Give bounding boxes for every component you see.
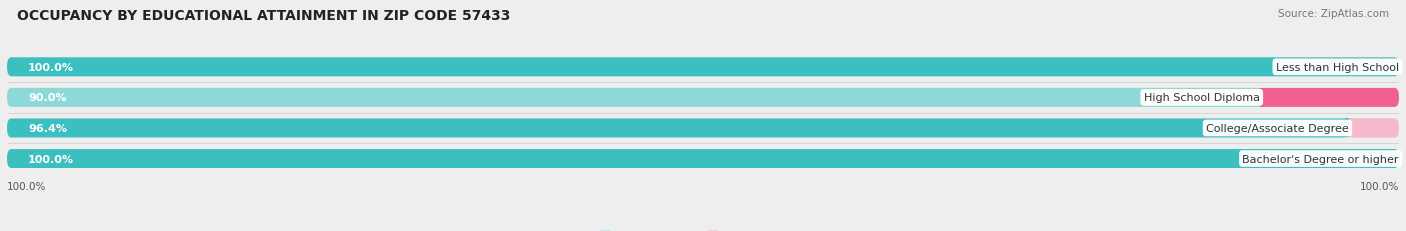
Text: 100.0%: 100.0% (28, 63, 75, 73)
Text: Less than High School: Less than High School (1275, 63, 1399, 73)
Text: 100.0%: 100.0% (28, 154, 75, 164)
FancyBboxPatch shape (7, 149, 1399, 168)
Text: College/Associate Degree: College/Associate Degree (1206, 123, 1348, 133)
Text: Bachelor's Degree or higher: Bachelor's Degree or higher (1243, 154, 1399, 164)
Text: 90.0%: 90.0% (28, 93, 66, 103)
Text: 100.0%: 100.0% (7, 181, 46, 191)
Text: 96.4%: 96.4% (28, 123, 67, 133)
Bar (1344, 119, 1348, 138)
FancyBboxPatch shape (7, 58, 1399, 77)
Text: Source: ZipAtlas.com: Source: ZipAtlas.com (1278, 9, 1389, 19)
FancyBboxPatch shape (7, 58, 1399, 77)
Legend: Owner-occupied, Renter-occupied: Owner-occupied, Renter-occupied (595, 226, 811, 231)
FancyBboxPatch shape (7, 88, 1399, 107)
Bar (1260, 88, 1264, 107)
Bar (1256, 88, 1260, 107)
FancyBboxPatch shape (7, 119, 1399, 138)
Text: 100.0%: 100.0% (1360, 181, 1399, 191)
FancyBboxPatch shape (7, 88, 1260, 107)
Text: OCCUPANCY BY EDUCATIONAL ATTAINMENT IN ZIP CODE 57433: OCCUPANCY BY EDUCATIONAL ATTAINMENT IN Z… (17, 9, 510, 23)
FancyBboxPatch shape (7, 119, 1348, 138)
FancyBboxPatch shape (7, 149, 1399, 168)
Bar (1348, 119, 1353, 138)
FancyBboxPatch shape (1260, 88, 1399, 107)
FancyBboxPatch shape (1348, 119, 1399, 138)
Text: High School Diploma: High School Diploma (1143, 93, 1260, 103)
